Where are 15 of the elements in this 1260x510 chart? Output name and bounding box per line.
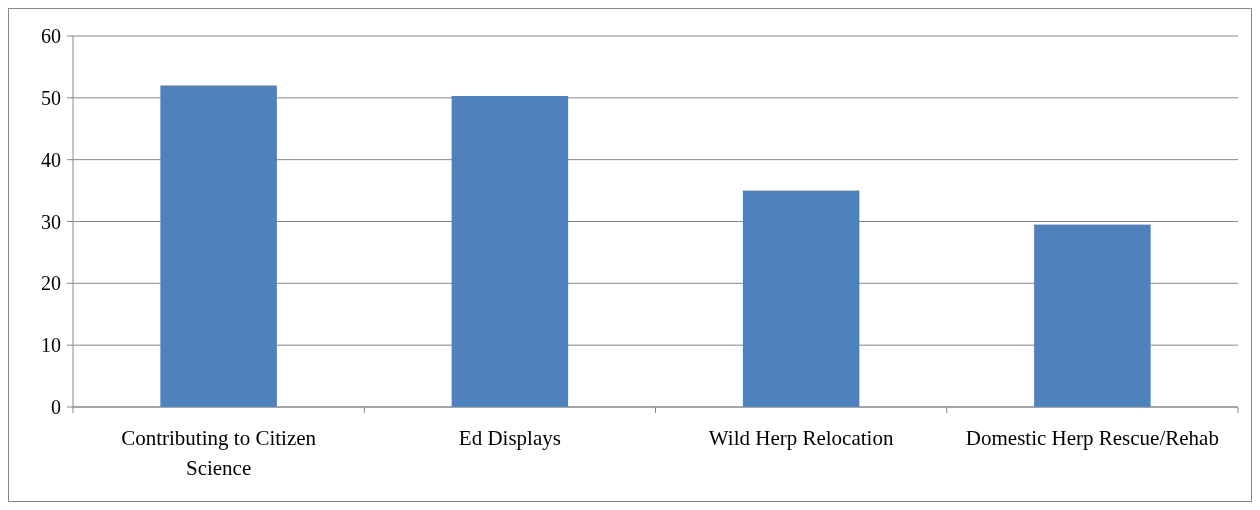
y-tick-label: 30 (41, 210, 61, 233)
y-tick-label: 60 (41, 25, 61, 47)
x-tick-label: Domestic Herp Rescue/Rehab (965, 426, 1219, 450)
bar (1034, 224, 1151, 407)
x-tick-label: Wild Herp Relocation (708, 426, 894, 450)
bar (451, 95, 569, 407)
y-tick-label: 10 (41, 334, 61, 357)
y-tick-label: 20 (41, 272, 61, 295)
y-tick-label: 0 (51, 396, 61, 418)
x-tick-label: Ed Displays (458, 426, 561, 450)
y-tick-label: 50 (41, 86, 61, 109)
y-tick-label: 40 (41, 148, 61, 171)
x-tick-label: Contributing to Citizen Science (121, 426, 317, 480)
bar (742, 190, 860, 407)
bar (160, 85, 277, 407)
